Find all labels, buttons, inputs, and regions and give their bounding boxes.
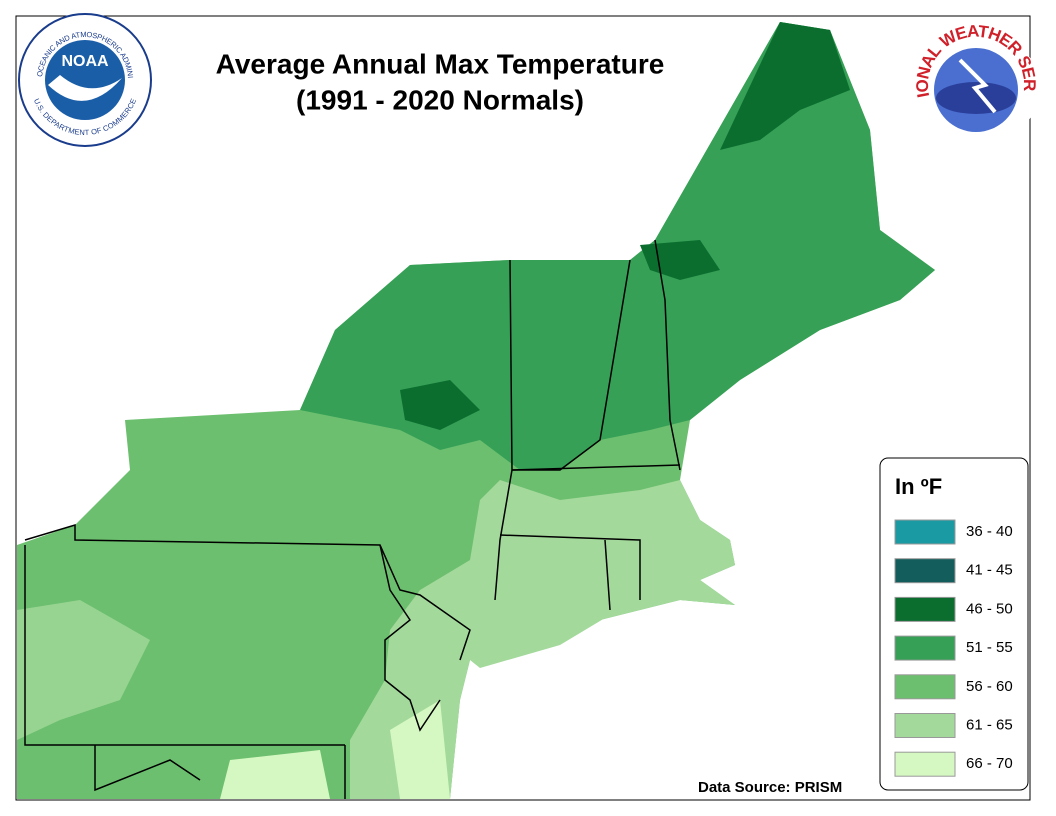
legend-swatch (894, 713, 956, 738)
noaa-logo: NOAA NATIONAL OCEANIC AND ATMOSPHERIC AD… (0, 0, 152, 147)
legend-swatch (894, 751, 956, 777)
title-line: Average Annual Max Temperature (216, 48, 665, 79)
legend-swatch (894, 596, 956, 622)
legend-swatch (894, 519, 956, 545)
data-source: Data Source: PRISM (698, 779, 842, 796)
legend-swatch (894, 674, 956, 700)
title-line: (1991 - 2020 Normals) (296, 84, 584, 115)
legend-label: 46 - 50 (966, 600, 1013, 617)
legend-label: 41 - 45 (966, 562, 1013, 579)
legend-label: 56 - 60 (966, 678, 1013, 695)
legend-label: 61 - 65 (966, 716, 1013, 733)
legend-label: 66 - 70 (966, 755, 1013, 772)
land (17, 22, 935, 799)
legend-label: 51 - 55 (966, 639, 1013, 656)
legend-label: 36 - 40 (966, 523, 1013, 540)
legend-swatch (894, 558, 956, 584)
state-borders (24, 239, 681, 799)
legend-box (879, 457, 1029, 791)
legend-items: 36 - 40 41 - 45 46 - 50 51 - 55 56 - 60 61 - … (894, 519, 1013, 777)
legend-title: In ºF (895, 474, 942, 499)
noaa-name: NOAA (61, 53, 109, 70)
legend-swatch (894, 635, 956, 661)
